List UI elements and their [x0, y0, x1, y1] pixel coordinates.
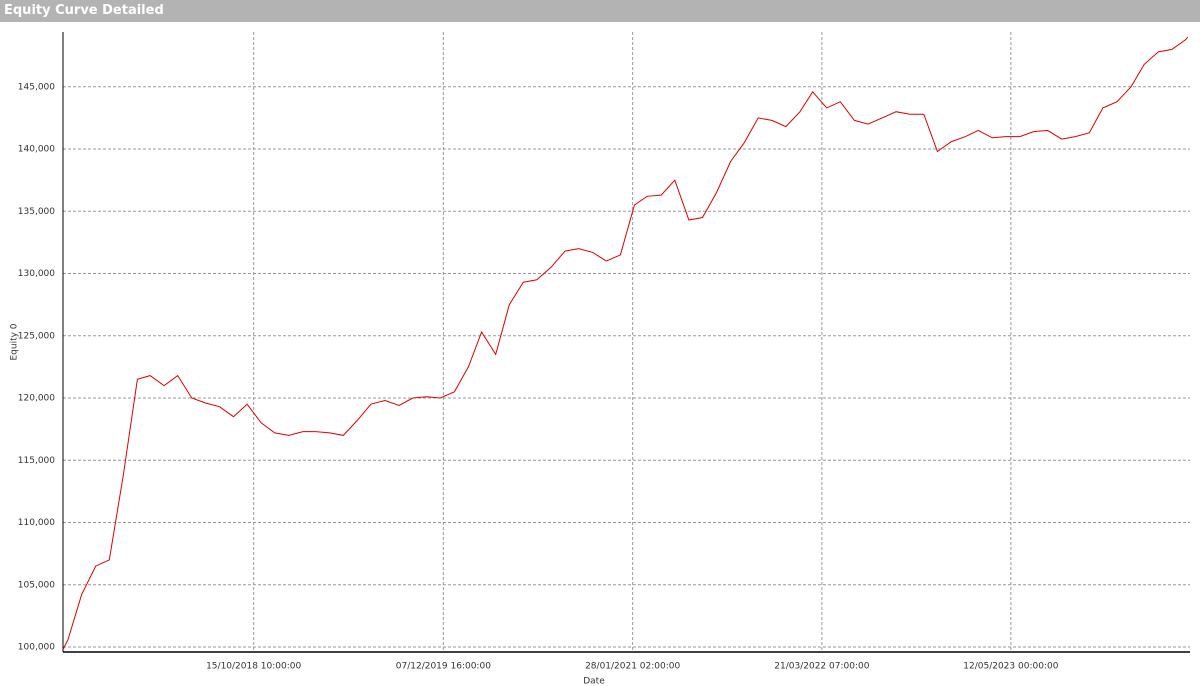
y-tick-label: 110,000 — [18, 518, 55, 528]
y-tick-label: 125,000 — [18, 331, 55, 341]
equity-line — [62, 36, 1189, 650]
y-tick-label: 145,000 — [18, 82, 55, 92]
x-tick-label: 15/10/2018 10:00:00 — [206, 662, 301, 672]
panel-title: Equity Curve Detailed — [0, 0, 1200, 22]
y-axis-label: Equity 0 — [10, 323, 20, 360]
y-tick-label: 135,000 — [18, 207, 55, 217]
y-tick-label: 115,000 — [18, 456, 55, 466]
y-tick-label: 140,000 — [18, 145, 55, 155]
y-tick-label: 100,000 — [18, 643, 55, 653]
x-tick-label: 12/05/2023 00:00:00 — [963, 662, 1058, 672]
y-tick-label: 120,000 — [18, 394, 55, 404]
y-tick-label: 105,000 — [18, 580, 55, 590]
x-tick-label: 07/12/2019 16:00:00 — [396, 662, 491, 672]
x-axis-label: Date — [583, 677, 605, 686]
y-tick-label: 130,000 — [18, 269, 55, 279]
x-tick-label: 21/03/2022 07:00:00 — [774, 662, 869, 672]
x-tick-label: 28/01/2021 02:00:00 — [585, 662, 680, 672]
